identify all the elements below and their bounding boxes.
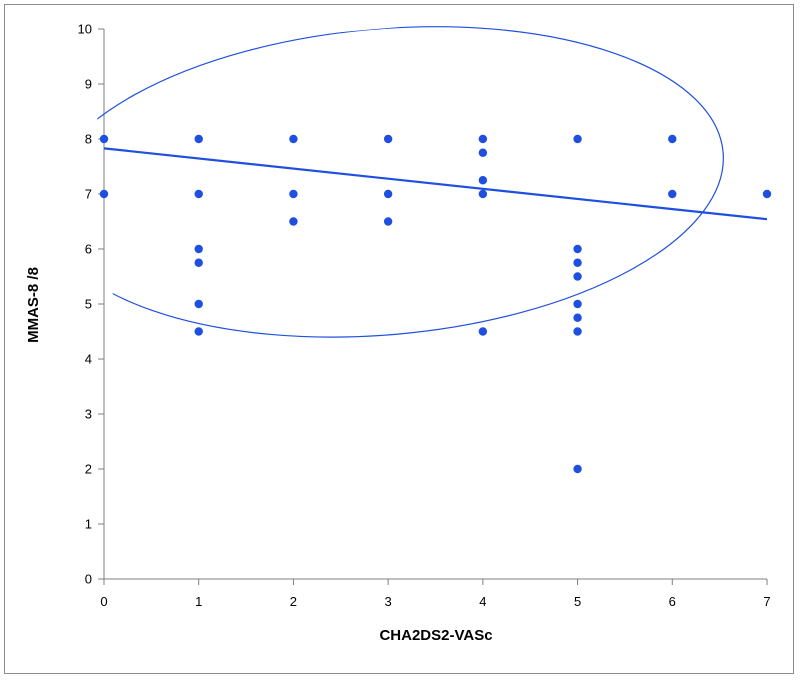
data-point: [383, 189, 393, 199]
y-tick-label: 3: [85, 407, 92, 422]
data-point: [289, 134, 298, 144]
data-point: [194, 244, 203, 254]
y-axis-title: MMAS-8 /8: [25, 267, 42, 343]
y-tick-label: 1: [85, 517, 92, 532]
y-tick-label: 6: [85, 242, 92, 257]
trendline: [104, 147, 767, 221]
data-point: [194, 189, 203, 199]
x-tick-label: 2: [290, 594, 297, 609]
plot-area: 0 1 2 3 4 5 6 7 8 9 10 0 1 2 3 4 5 6 7: [78, 22, 772, 609]
data-point: [99, 189, 109, 199]
x-tick-label: 5: [574, 594, 581, 609]
data-point: [194, 258, 203, 267]
confidence-ellipse: [91, 26, 724, 338]
data-point: [478, 148, 488, 157]
y-tick-label: 5: [85, 297, 92, 312]
data-point: [762, 189, 772, 199]
data-point: [289, 217, 298, 226]
data-point: [289, 189, 298, 199]
chart-frame: [4, 4, 794, 674]
y-tick-label: 7: [85, 187, 92, 202]
x-tick-label: 4: [479, 594, 486, 609]
data-point: [573, 258, 582, 267]
y-tick-label: 9: [85, 77, 92, 92]
data-point: [573, 327, 582, 336]
data-point: [573, 464, 582, 474]
y-tick-label: 8: [85, 132, 92, 147]
data-point: [478, 189, 488, 199]
x-tick-label: 0: [100, 594, 107, 609]
y-tick-label: 2: [85, 462, 92, 477]
data-point: [573, 272, 582, 281]
y-tick-label: 10: [78, 22, 92, 37]
data-point: [573, 134, 582, 144]
data-point: [478, 176, 488, 185]
x-axis-title: CHA2DS2-VASc: [379, 627, 492, 644]
data-point: [573, 299, 582, 309]
data-point: [573, 244, 582, 254]
y-tick-label: 0: [85, 572, 92, 587]
x-tick-label: 6: [669, 594, 676, 609]
data-point: [194, 327, 203, 336]
data-point: [478, 134, 488, 144]
data-point: [668, 134, 677, 144]
x-tick-label: 7: [763, 594, 770, 609]
y-tick-label: 4: [85, 352, 92, 367]
data-point: [194, 299, 203, 309]
data-point: [668, 189, 677, 199]
data-point: [194, 134, 203, 144]
data-point: [573, 313, 582, 322]
data-point: [478, 327, 488, 336]
data-point: [383, 134, 393, 144]
data-point: [383, 217, 393, 226]
x-tick-label: 1: [195, 594, 202, 609]
x-tick-label: 3: [385, 594, 392, 609]
data-point: [99, 134, 109, 144]
